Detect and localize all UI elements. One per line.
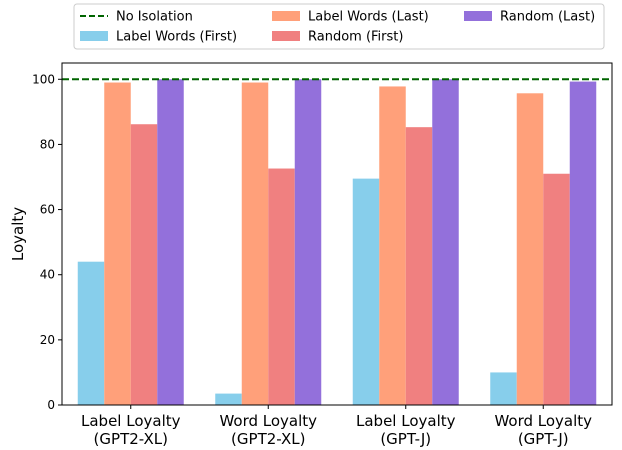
bar-series-0-cat-0 xyxy=(77,261,105,405)
legend-swatch xyxy=(80,31,108,41)
bar-series-1-cat-3 xyxy=(516,93,544,405)
x-tick-label: Word Loyalty (GPT2-XL) xyxy=(219,412,317,448)
bar-series-1-cat-2 xyxy=(379,86,406,405)
x-tick-label: Label Loyalty (GPT2-XL) xyxy=(81,412,181,448)
y-tick-label: 0 xyxy=(47,398,55,412)
plot-area-frame xyxy=(61,62,613,406)
bar-series-0-cat-3 xyxy=(490,372,517,405)
legend-swatch xyxy=(464,11,492,21)
legend-label: Label Words (Last) xyxy=(308,10,429,25)
y-tick-label: 80 xyxy=(40,137,55,151)
bar-series-1-cat-1 xyxy=(241,82,269,405)
bar-series-3-cat-2 xyxy=(432,79,459,405)
legend-label: Label Words (First) xyxy=(116,30,237,45)
legend: No Isolation Label Words (First) Label Wor… xyxy=(73,3,605,50)
x-tick-label: Word Loyalty (GPT-J) xyxy=(494,412,592,448)
legend-label: Random (Last) xyxy=(500,10,595,25)
bar-series-3-cat-0 xyxy=(157,79,184,405)
bar-series-0-cat-1 xyxy=(215,393,242,405)
bar-series-2-cat-2 xyxy=(405,127,433,406)
bar-series-2-cat-1 xyxy=(268,168,295,405)
x-tick-label: Label Loyalty (GPT-J) xyxy=(356,412,456,448)
y-axis-label: Loyalty xyxy=(9,207,27,261)
y-axis: 0 20 40 60 80 100 xyxy=(32,72,62,412)
y-tick-label: 60 xyxy=(40,203,55,217)
y-tick-label: 20 xyxy=(40,333,55,347)
bar-series-3-cat-1 xyxy=(294,79,322,405)
x-axis: Label Loyalty (GPT2-XL) Word Loyalty (GPT2-… xyxy=(81,405,592,448)
bars-group xyxy=(77,79,597,406)
legend-label: No Isolation xyxy=(116,10,193,25)
bar-series-1-cat-0 xyxy=(104,82,131,405)
bar-series-3-cat-3 xyxy=(569,81,597,405)
bar-series-0-cat-2 xyxy=(352,178,380,405)
legend-swatch xyxy=(272,31,300,41)
y-tick-label: 100 xyxy=(32,72,55,86)
bar-series-2-cat-3 xyxy=(543,173,570,405)
bar-series-2-cat-0 xyxy=(130,124,158,405)
legend-label: Random (First) xyxy=(308,30,403,45)
legend-swatch xyxy=(272,11,300,21)
y-tick-label: 40 xyxy=(40,268,55,282)
